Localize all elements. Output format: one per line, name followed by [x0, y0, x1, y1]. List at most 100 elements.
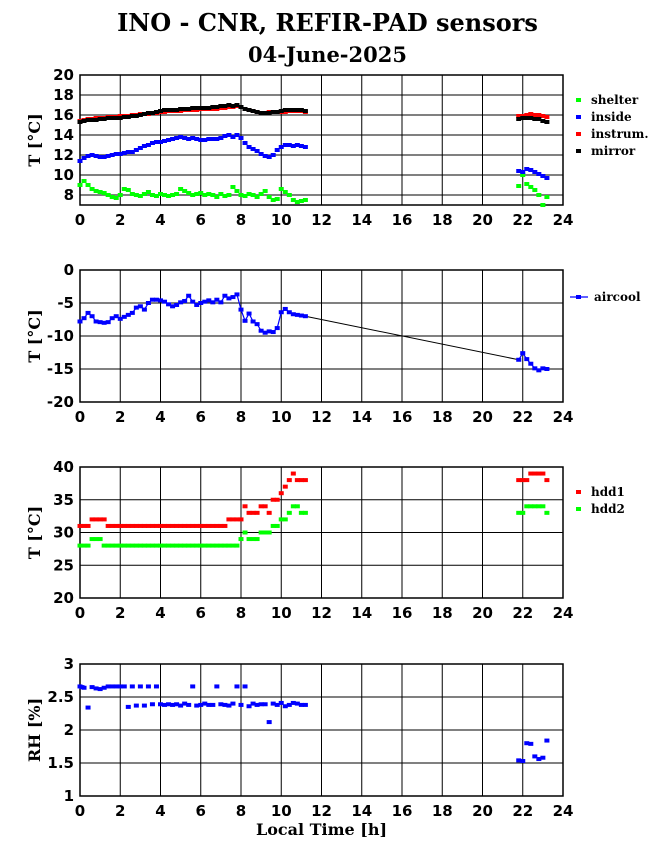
data-point: [166, 523, 172, 528]
y-tick-label: 18: [53, 86, 74, 104]
data-point: [262, 330, 268, 335]
data-point: [149, 543, 155, 548]
data-point: [158, 140, 163, 144]
data-point: [544, 510, 550, 515]
data-point: [182, 701, 188, 706]
data-point: [89, 153, 95, 157]
data-point: [125, 312, 131, 317]
data-point: [532, 366, 538, 371]
x-tick-label: 4: [155, 604, 165, 622]
y-tick-label: -15: [47, 360, 74, 378]
data-point: [77, 319, 83, 324]
data-point: [166, 302, 172, 307]
data-point: [113, 684, 119, 689]
data-point: [270, 523, 276, 528]
data-point: [206, 137, 212, 141]
data-point: [532, 113, 538, 117]
data-point: [121, 187, 127, 191]
plot-frame: [79, 74, 564, 206]
data-point: [194, 192, 200, 196]
data-point: [532, 471, 538, 476]
data-point: [158, 298, 163, 303]
data-point: [274, 148, 280, 152]
data-point: [520, 351, 526, 356]
data-point: [194, 137, 200, 141]
data-point: [298, 702, 304, 707]
data-point: [262, 530, 268, 535]
data-point: [85, 523, 91, 528]
series-inside: [77, 133, 550, 180]
legend-label: instrum.: [591, 127, 649, 141]
data-point: [262, 702, 268, 707]
data-point: [101, 155, 107, 159]
data-point: [166, 543, 172, 548]
x-tick-label: 2: [115, 211, 125, 229]
x-tick-label: 22: [512, 408, 533, 426]
data-point: [516, 510, 522, 515]
data-point: [113, 116, 119, 120]
data-point: [528, 504, 534, 509]
data-point: [234, 103, 240, 107]
data-point: [113, 152, 119, 156]
x-tick-label: 10: [271, 604, 292, 622]
data-point: [174, 136, 180, 140]
data-point: [145, 684, 151, 689]
data-point: [258, 111, 264, 115]
x-axis-label: Local Time [h]: [256, 820, 387, 839]
data-point: [230, 135, 236, 139]
data-point: [266, 111, 272, 115]
data-point: [536, 504, 542, 509]
data-point: [210, 105, 216, 109]
data-point: [524, 478, 530, 483]
series-hdd2: [77, 504, 550, 548]
data-point: [250, 510, 256, 515]
data-point: [294, 701, 300, 706]
data-point: [242, 530, 248, 535]
data-point: [141, 192, 147, 196]
data-point: [298, 313, 304, 318]
data-point: [162, 702, 168, 707]
data-point: [222, 104, 228, 108]
data-point: [101, 517, 107, 522]
chart-panel-2: 0 2 4 6 8 10 12 14 16 18 20 22 24-20-15-10-50T [°C]a…: [25, 261, 641, 426]
data-point: [149, 111, 155, 115]
data-point: [145, 301, 151, 305]
data-point: [186, 107, 192, 111]
data-point: [129, 310, 135, 315]
data-point: [246, 537, 252, 542]
data-point: [516, 357, 522, 362]
data-point: [149, 193, 155, 197]
data-point: [129, 523, 135, 528]
data-point: [77, 183, 83, 187]
data-point: [85, 543, 91, 548]
data-point: [101, 685, 107, 690]
data-point: [145, 111, 151, 115]
y-tick-label: -10: [47, 327, 74, 345]
x-tick-label: 14: [351, 211, 372, 229]
x-tick-label: 2: [115, 408, 125, 426]
data-point: [149, 702, 155, 707]
data-point: [194, 302, 200, 307]
data-point: [258, 530, 264, 535]
data-point: [286, 108, 292, 112]
data-point: [206, 702, 212, 707]
data-point: [234, 292, 240, 297]
data-point: [158, 523, 163, 528]
data-point: [214, 137, 220, 141]
data-point: [145, 143, 151, 147]
data-point: [81, 523, 87, 528]
data-point: [89, 314, 95, 319]
data-point: [540, 504, 546, 509]
data-point: [113, 314, 119, 319]
data-point: [282, 517, 288, 522]
data-point: [125, 150, 131, 154]
data-point: [520, 116, 526, 120]
data-point: [294, 504, 300, 509]
data-point: [162, 299, 168, 304]
data-point: [125, 543, 131, 548]
data-point: [101, 543, 107, 548]
x-tick-label: 0: [75, 604, 85, 622]
data-point: [282, 190, 288, 194]
data-point: [190, 136, 196, 140]
data-point: [298, 144, 304, 148]
